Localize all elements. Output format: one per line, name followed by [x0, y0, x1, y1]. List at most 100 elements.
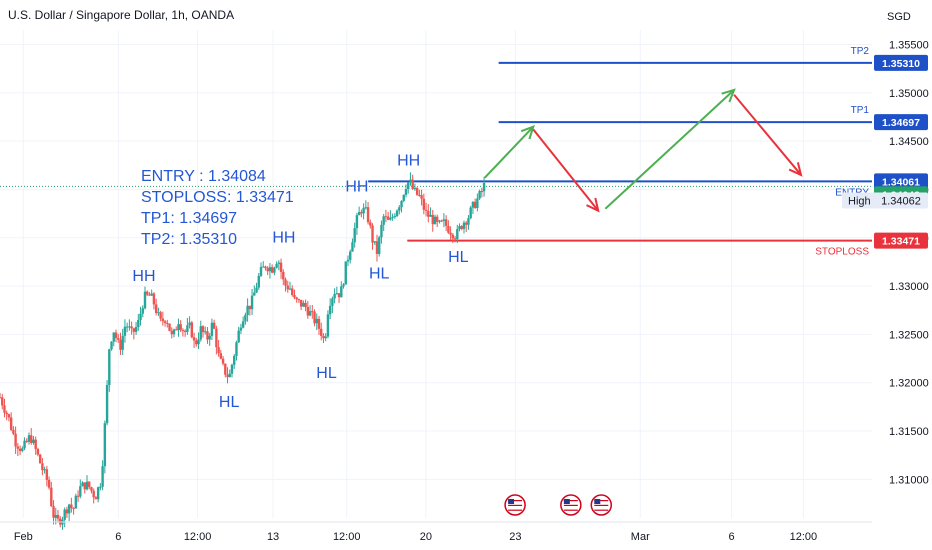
candle-body [344, 261, 347, 285]
candle-body [181, 329, 185, 331]
time-axis[interactable]: Feb 6 12:00 13 12:00 20 23 Mar 6 12:00 [0, 521, 872, 543]
candle-body [436, 216, 439, 222]
candle-body [21, 448, 24, 451]
y-tick-label: 1.33000 [889, 281, 929, 293]
us-flag-icon[interactable] [590, 494, 613, 516]
candle-body [123, 326, 127, 336]
candle-body [469, 207, 472, 219]
candle-body [264, 266, 267, 269]
candle-body [384, 216, 388, 218]
x-tick-label: 12:00 [790, 531, 818, 543]
stoploss-info: STOPLOSS: 1.33471 [141, 189, 294, 206]
candle-body [248, 305, 252, 310]
price-axis[interactable]: 1.310001.315001.320001.325001.330001.335… [889, 39, 929, 486]
candle-body [41, 463, 44, 471]
candle-body [429, 214, 432, 217]
candle-body [36, 448, 40, 455]
candle-body [235, 342, 238, 356]
candle-body [246, 305, 249, 316]
candle-body [257, 275, 260, 288]
candle-body [427, 210, 430, 217]
candle-body [331, 298, 334, 306]
candle-body [473, 201, 477, 208]
projection-arrow-head [586, 197, 600, 213]
projection-arrow [604, 89, 735, 210]
candle-body [369, 222, 372, 226]
candle-body [148, 294, 151, 296]
candle-body [362, 207, 365, 214]
price-tag-text: 1.34697 [882, 117, 920, 129]
candle-body [438, 220, 441, 222]
high-tag [842, 192, 928, 209]
us-flag-icon[interactable] [504, 494, 526, 516]
candle-body [30, 435, 33, 443]
candle-body [395, 210, 399, 217]
candle-body [322, 335, 325, 339]
trade-levels: TP2TP1ENTRYSTOPLOSS [0, 46, 872, 258]
candle-body [177, 324, 180, 331]
level-label-stoploss: STOPLOSS [815, 247, 869, 258]
candle-body [266, 268, 269, 272]
candle-body [47, 479, 51, 488]
level-label-tp1: TP1 [851, 105, 870, 116]
swing-label-hh: HH [132, 268, 155, 285]
candle-body [393, 216, 397, 218]
candle-body [380, 224, 383, 238]
candle-body [45, 469, 49, 480]
candle-body [137, 320, 140, 327]
y-tick-label: 1.31500 [889, 426, 929, 438]
x-tick-label: Feb [14, 531, 33, 543]
candle-body [270, 267, 274, 273]
candle-body [288, 288, 292, 290]
candle-body [143, 291, 147, 309]
candle-body [351, 242, 354, 252]
candle-body [76, 495, 80, 497]
swing-label-hl: HL [369, 265, 390, 282]
candle-body [125, 326, 129, 328]
candle-body [415, 187, 419, 195]
candle-body [398, 207, 401, 211]
candle-body [128, 326, 131, 328]
candle-body [119, 339, 122, 350]
candle-body [221, 358, 225, 364]
price-tag-tp2 [874, 54, 928, 71]
candle-body [409, 179, 412, 183]
candle-body [168, 323, 171, 331]
candle-body [462, 222, 466, 229]
candle-body [74, 495, 78, 509]
candle-body [402, 194, 405, 201]
y-tick-label: 1.35500 [889, 39, 929, 51]
candle-body [382, 216, 385, 225]
candle-body [268, 267, 272, 272]
tp2-info: TP2: 1.35310 [141, 231, 237, 248]
candle-body [444, 219, 448, 226]
candle-body [282, 271, 285, 280]
candle-body [152, 293, 156, 305]
candle-body [233, 355, 236, 365]
candle-body [311, 311, 314, 313]
candle-body [306, 306, 310, 316]
candle-body [183, 330, 187, 332]
candle-body [237, 330, 240, 343]
candle-body [451, 234, 455, 239]
x-tick-label: 23 [509, 531, 521, 543]
candle-body [478, 191, 481, 199]
y-tick-label: 1.34500 [889, 136, 929, 148]
candle-body [315, 318, 318, 324]
swing-label-hh: HH [272, 230, 295, 247]
us-flag-icon[interactable] [560, 494, 582, 516]
candle-body [81, 482, 84, 487]
high-value: 1.34062 [881, 195, 921, 207]
candle-body [50, 487, 53, 507]
candle-body [215, 328, 218, 348]
candle-body [418, 194, 421, 196]
candle-body [190, 322, 194, 338]
candle-body [482, 183, 486, 192]
candle-body [467, 218, 470, 225]
candle-body [18, 448, 22, 451]
candle-body [101, 466, 104, 487]
candle-body [72, 508, 75, 510]
candle-body [286, 285, 289, 290]
candle-body [99, 486, 102, 488]
